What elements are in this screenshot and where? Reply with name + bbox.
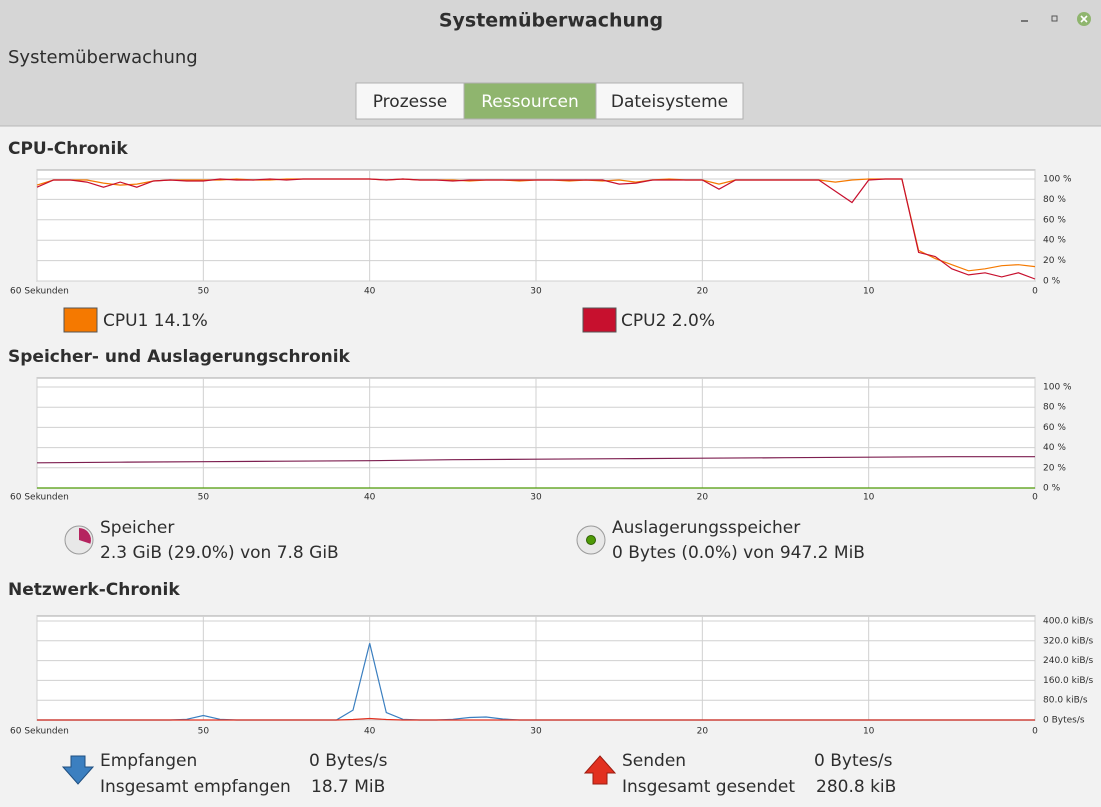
y-tick-label: 0 % (1043, 277, 1061, 287)
legend-rate: 0 Bytes/s (309, 751, 388, 771)
y-tick-label: 320.0 kiB/s (1043, 636, 1094, 646)
series-line (36, 178, 1036, 280)
x-tick-label: 10 (863, 493, 875, 503)
y-tick-label: 80 % (1043, 195, 1066, 205)
x-tick-label: 30 (530, 727, 542, 737)
x-tick-label: 20 (697, 727, 709, 737)
x-tick-label: 20 (697, 287, 709, 297)
y-tick-label: 20 % (1043, 463, 1066, 473)
series-line (37, 717, 1035, 721)
section-title: Speicher- und Auslagerungschronik (8, 347, 351, 367)
legend-rate: 0 Bytes/s (814, 751, 893, 771)
x-tick-label: 10 (863, 727, 875, 737)
y-tick-label: 20 % (1043, 256, 1066, 266)
x-tick-label: 60 Sekunden (10, 493, 69, 503)
series-line (36, 456, 1035, 464)
legend-label: CPU2 2.0% (621, 311, 715, 331)
x-tick-label: 20 (697, 493, 709, 503)
memory-icon (64, 525, 94, 555)
y-tick-label: 160.0 kiB/s (1043, 676, 1094, 686)
legend-total-label: Insgesamt gesendet (622, 777, 795, 797)
legend-label: Auslagerungsspeicher (612, 518, 800, 538)
swap-icon (576, 525, 606, 555)
receive-icon (61, 755, 95, 785)
legend-label: CPU1 14.1% (103, 311, 208, 331)
x-tick-label: 0 (1032, 287, 1038, 297)
y-tick-label: 80 % (1043, 403, 1066, 413)
section-title: Netzwerk-Chronik (8, 580, 180, 600)
x-tick-label: 30 (530, 493, 542, 503)
y-tick-label: 60 % (1043, 423, 1066, 433)
x-tick-label: 50 (198, 493, 210, 503)
tab[interactable] (463, 82, 597, 120)
y-tick-label: 400.0 kiB/s (1043, 617, 1094, 627)
y-tick-label: 0 Bytes/s (1043, 716, 1085, 726)
window-title: Systemüberwachung (439, 10, 663, 32)
x-tick-label: 30 (530, 287, 542, 297)
legend-swatch (582, 307, 617, 333)
tab-bar: Prozesse Ressourcen Dateisysteme (355, 82, 744, 120)
tab[interactable] (595, 82, 744, 120)
y-tick-label: 60 % (1043, 215, 1066, 225)
x-tick-label: 60 Sekunden (10, 287, 69, 297)
x-tick-label: 40 (364, 493, 376, 503)
x-tick-label: 0 (1032, 493, 1038, 503)
legend-label: Speicher (100, 518, 174, 538)
legend-swatch (63, 307, 98, 333)
x-tick-label: 10 (863, 287, 875, 297)
y-tick-label: 100 % (1043, 175, 1072, 185)
legend-detail: 0 Bytes (0.0%) von 947.2 MiB (612, 543, 865, 563)
x-tick-label: 60 Sekunden (10, 727, 69, 737)
tab-label[interactable]: Ressourcen (481, 92, 579, 112)
send-icon (583, 755, 617, 785)
y-tick-label: 80.0 kiB/s (1043, 696, 1088, 706)
y-tick-label: 100 % (1043, 383, 1072, 393)
header-label: Systemüberwachung (8, 47, 198, 68)
x-tick-label: 50 (198, 727, 210, 737)
legend-total: 18.7 MiB (311, 777, 385, 797)
x-tick-label: 40 (364, 287, 376, 297)
section-title: CPU-Chronik (8, 139, 128, 159)
maximize-button[interactable] (1051, 15, 1058, 22)
window-buttons (1021, 12, 1091, 26)
y-tick-label: 40 % (1043, 443, 1066, 453)
legend-total: 280.8 kiB (816, 777, 896, 797)
legend-detail: 2.3 GiB (29.0%) von 7.8 GiB (100, 543, 339, 563)
x-tick-label: 50 (198, 287, 210, 297)
legend-label: Empfangen (100, 751, 197, 771)
tab-label[interactable]: Prozesse (373, 92, 448, 112)
y-tick-label: 0 % (1043, 484, 1061, 494)
legend-label: Senden (622, 751, 686, 771)
y-tick-label: 240.0 kiB/s (1043, 656, 1094, 666)
tab-label[interactable]: Dateisysteme (611, 92, 728, 112)
x-tick-label: 40 (364, 727, 376, 737)
y-tick-label: 40 % (1043, 236, 1066, 246)
legend-total-label: Insgesamt empfangen (100, 777, 291, 797)
x-tick-label: 0 (1032, 727, 1038, 737)
